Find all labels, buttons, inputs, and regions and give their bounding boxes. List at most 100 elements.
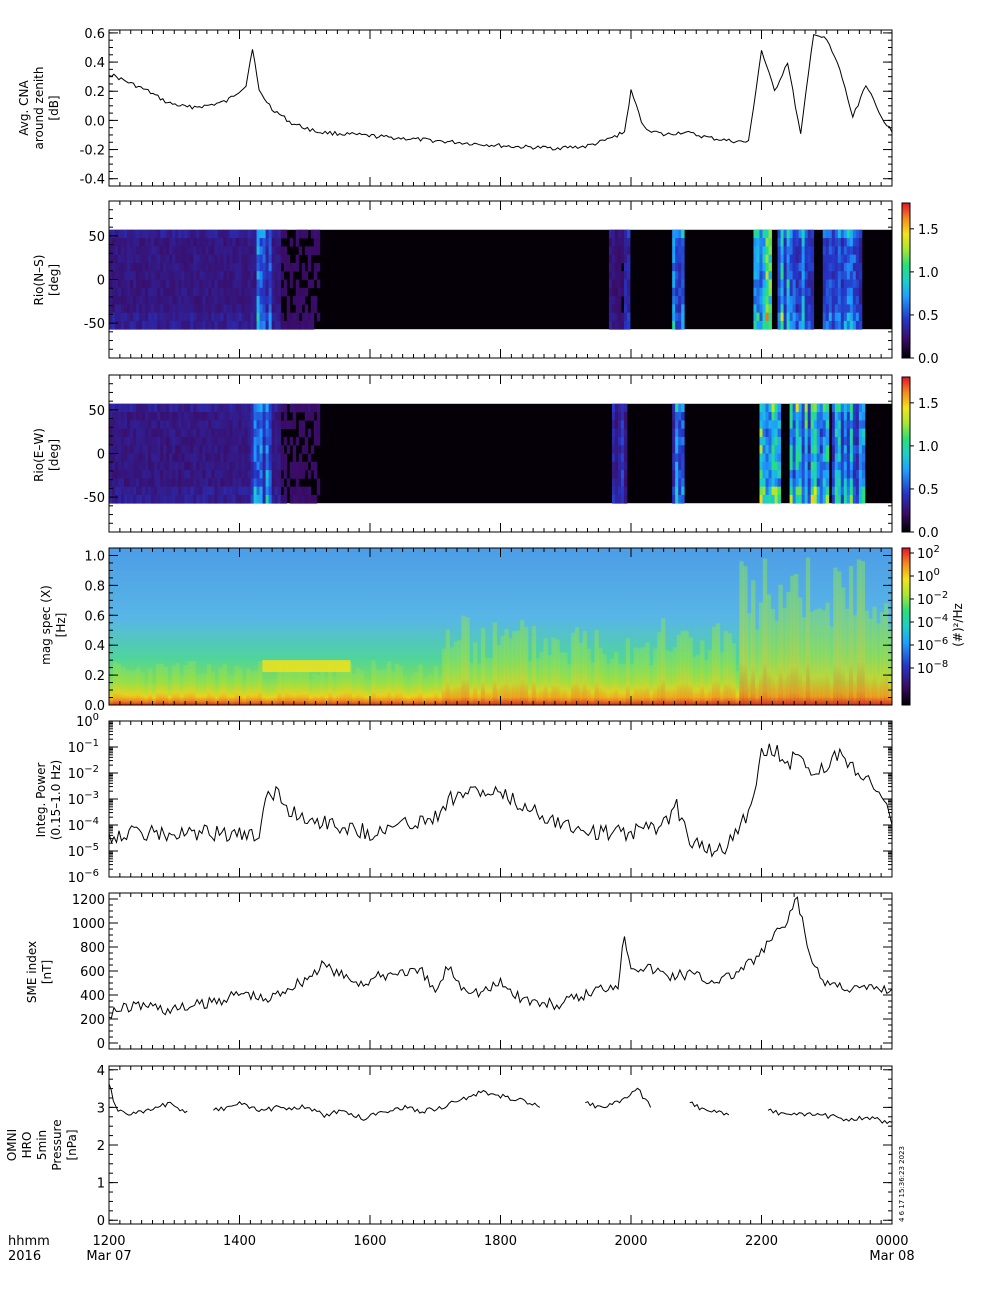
heatmap-cell <box>214 287 218 297</box>
heatmap-cell <box>301 312 306 322</box>
heatmap-cell <box>163 478 167 488</box>
cna-frame <box>108 29 893 187</box>
heatmap-cell <box>166 271 170 280</box>
heatmap-cell <box>154 287 158 297</box>
heatmap-cell <box>262 453 266 463</box>
heatmap-cell <box>792 436 797 446</box>
heatmap-cell <box>133 412 137 421</box>
heatmap-cell <box>220 304 224 314</box>
heatmap-cell <box>672 478 676 488</box>
heatmap-cell <box>678 445 682 454</box>
heatmap-cell <box>678 428 682 438</box>
heatmap-cell <box>136 445 140 454</box>
heatmap-cell <box>112 478 116 488</box>
heatmap-cell <box>277 296 282 305</box>
heatmap-cell <box>804 262 809 272</box>
heatmap-cell <box>840 229 845 239</box>
heatmap-cell <box>217 279 221 289</box>
heatmap-cell <box>151 436 155 446</box>
heatmap-cell <box>786 287 791 297</box>
heatmap-cell <box>798 246 803 256</box>
heatmap-cell <box>235 461 239 471</box>
heatmap-cell <box>768 246 772 256</box>
heatmap-cell <box>241 229 245 239</box>
heatmap-cell <box>617 246 622 256</box>
heatmap-cell <box>678 470 682 479</box>
spectrogram-column <box>645 642 650 705</box>
spectrogram-column <box>273 678 278 705</box>
heatmap-cell <box>241 445 245 454</box>
heatmap-cell <box>193 428 197 438</box>
heatmap-cell <box>265 453 270 463</box>
heatmap-cell <box>840 478 845 488</box>
heatmap-cell <box>771 470 775 479</box>
spectrogram-column <box>383 668 388 705</box>
heatmap-cell <box>675 229 679 239</box>
heatmap-cell <box>151 246 155 256</box>
y-tick-label: 10−2 <box>68 764 99 782</box>
heatmap-cell <box>241 246 245 256</box>
spectrogram-column <box>242 679 247 705</box>
heatmap-cell <box>825 420 830 430</box>
heatmap-cell <box>286 445 291 454</box>
heatmap-cell <box>199 320 203 330</box>
heatmap-cell <box>771 445 775 454</box>
heatmap-cell <box>133 470 137 479</box>
spectrogram-column <box>128 670 133 705</box>
heatmap-cell <box>223 287 227 297</box>
heatmap-cell <box>798 296 803 305</box>
heatmap-cell <box>861 420 866 430</box>
heatmap-cell <box>804 478 809 488</box>
heatmap-cell <box>810 312 815 322</box>
heatmap-cell <box>798 271 803 280</box>
heatmap-cell <box>861 486 866 496</box>
heatmap-cell <box>271 271 276 280</box>
heatmap-cell <box>217 254 221 264</box>
heatmap-cell <box>166 279 170 289</box>
heatmap-cell <box>151 296 155 305</box>
y-tick-label: 400 <box>80 989 105 1004</box>
heatmap-cell <box>238 312 242 322</box>
heatmap-cell <box>765 470 769 479</box>
heatmap-cell <box>268 453 273 463</box>
heatmap-cell <box>804 412 809 421</box>
heatmap-cell <box>304 412 309 421</box>
heatmap-cell <box>232 403 236 413</box>
heatmap-cell <box>678 279 682 289</box>
spectrogram-column <box>261 678 266 705</box>
heatmap-cell <box>154 420 158 430</box>
heatmap-cell <box>256 312 260 322</box>
heatmap-cell <box>798 420 803 430</box>
spectrogram-column <box>688 637 693 705</box>
heatmap-cell <box>759 304 763 314</box>
heatmap-cell <box>241 320 245 330</box>
heatmap-cell <box>807 304 812 314</box>
spectrogram-column <box>441 648 447 705</box>
heatmap-cell <box>675 445 679 454</box>
heatmap-cell <box>792 254 797 264</box>
heatmap-cell <box>208 486 212 496</box>
heatmap-cell <box>623 287 628 297</box>
heatmap-cell <box>608 287 613 297</box>
heatmap-cell <box>678 304 682 314</box>
heatmap-cell <box>316 238 321 247</box>
heatmap-cell <box>301 296 306 305</box>
heatmap-cell <box>244 436 248 446</box>
heatmap-cell <box>178 320 182 330</box>
heatmap-cell <box>226 494 230 504</box>
heatmap-cell <box>289 420 294 430</box>
heatmap-cell <box>837 271 842 280</box>
heatmap-cell <box>166 312 170 322</box>
heatmap-cell <box>181 478 185 488</box>
heatmap-cell <box>843 312 848 322</box>
heatmap-cell <box>759 320 763 330</box>
heatmap-cell <box>208 296 212 305</box>
heatmap-cell <box>292 312 297 322</box>
spectrogram-column <box>751 580 756 705</box>
heatmap-cell <box>217 229 221 239</box>
heatmap-cell <box>313 494 318 504</box>
heatmap-cell <box>169 470 173 479</box>
heatmap-cell <box>774 436 778 446</box>
heatmap-cell <box>804 304 809 314</box>
heatmap-cell <box>142 246 146 256</box>
